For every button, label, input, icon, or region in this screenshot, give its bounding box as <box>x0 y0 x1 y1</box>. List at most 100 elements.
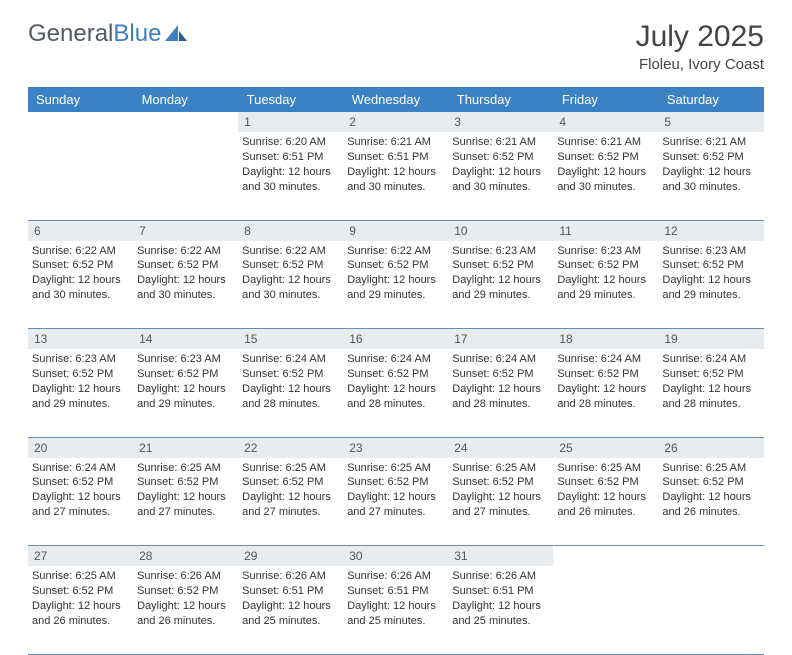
day-line: Daylight: 12 hours <box>242 382 339 397</box>
day-cell-header <box>553 546 658 567</box>
day-line: Sunrise: 6:24 AM <box>32 461 129 476</box>
day-line: Sunset: 6:51 PM <box>347 150 444 165</box>
day-line: Daylight: 12 hours <box>452 599 549 614</box>
day-line: Sunset: 6:52 PM <box>662 367 759 382</box>
day-line: Sunrise: 6:25 AM <box>137 461 234 476</box>
day-header: Sunday <box>28 87 133 112</box>
day-number: 12 <box>658 221 763 241</box>
day-number <box>553 546 658 566</box>
day-line: and 28 minutes. <box>242 397 339 412</box>
day-line: Daylight: 12 hours <box>347 490 444 505</box>
day-line: Daylight: 12 hours <box>32 273 129 288</box>
day-line: and 29 minutes. <box>662 288 759 303</box>
day-cell-header: 30 <box>343 546 448 567</box>
day-cell: Sunrise: 6:24 AMSunset: 6:52 PMDaylight:… <box>553 349 658 437</box>
day-line: Daylight: 12 hours <box>242 490 339 505</box>
day-cell: Sunrise: 6:21 AMSunset: 6:52 PMDaylight:… <box>658 132 763 220</box>
day-line: Sunset: 6:52 PM <box>452 258 549 273</box>
day-cell-header: 17 <box>448 329 553 350</box>
day-line: Daylight: 12 hours <box>662 273 759 288</box>
day-header: Monday <box>133 87 238 112</box>
day-cell: Sunrise: 6:23 AMSunset: 6:52 PMDaylight:… <box>28 349 133 437</box>
day-cell: Sunrise: 6:25 AMSunset: 6:52 PMDaylight:… <box>133 458 238 546</box>
day-cell-header: 27 <box>28 546 133 567</box>
day-line: Sunrise: 6:23 AM <box>452 244 549 259</box>
day-line: and 26 minutes. <box>662 505 759 520</box>
day-cell: Sunrise: 6:26 AMSunset: 6:51 PMDaylight:… <box>343 566 448 654</box>
day-cell: Sunrise: 6:24 AMSunset: 6:52 PMDaylight:… <box>448 349 553 437</box>
day-line: Sunset: 6:52 PM <box>137 367 234 382</box>
day-line: Daylight: 12 hours <box>452 490 549 505</box>
day-line: Daylight: 12 hours <box>662 382 759 397</box>
day-content: Sunrise: 6:21 AMSunset: 6:51 PMDaylight:… <box>343 132 448 200</box>
day-number: 29 <box>238 546 343 566</box>
day-number: 2 <box>343 112 448 132</box>
day-line: and 29 minutes. <box>452 288 549 303</box>
day-number: 28 <box>133 546 238 566</box>
day-cell-header: 8 <box>238 220 343 241</box>
day-line: Sunset: 6:52 PM <box>242 258 339 273</box>
day-line: Sunset: 6:52 PM <box>347 258 444 273</box>
day-content <box>133 132 238 141</box>
day-cell-header: 3 <box>448 112 553 132</box>
day-cell-header: 12 <box>658 220 763 241</box>
day-cell-header: 25 <box>553 437 658 458</box>
day-line: Daylight: 12 hours <box>137 490 234 505</box>
day-cell: Sunrise: 6:24 AMSunset: 6:52 PMDaylight:… <box>658 349 763 437</box>
day-number: 16 <box>343 329 448 349</box>
day-number: 9 <box>343 221 448 241</box>
day-line: and 30 minutes. <box>32 288 129 303</box>
day-cell-header: 7 <box>133 220 238 241</box>
day-line: Sunrise: 6:23 AM <box>137 352 234 367</box>
day-line: Sunset: 6:52 PM <box>242 475 339 490</box>
day-line: Sunrise: 6:26 AM <box>137 569 234 584</box>
day-line: Sunrise: 6:25 AM <box>32 569 129 584</box>
day-line: Daylight: 12 hours <box>242 599 339 614</box>
day-content: Sunrise: 6:25 AMSunset: 6:52 PMDaylight:… <box>28 566 133 634</box>
day-content: Sunrise: 6:23 AMSunset: 6:52 PMDaylight:… <box>658 241 763 309</box>
day-cell-header: 20 <box>28 437 133 458</box>
day-number: 10 <box>448 221 553 241</box>
day-content: Sunrise: 6:25 AMSunset: 6:52 PMDaylight:… <box>133 458 238 526</box>
day-cell: Sunrise: 6:21 AMSunset: 6:52 PMDaylight:… <box>448 132 553 220</box>
day-line: and 27 minutes. <box>347 505 444 520</box>
day-line: Sunrise: 6:25 AM <box>347 461 444 476</box>
day-cell-header: 11 <box>553 220 658 241</box>
day-line: Sunset: 6:52 PM <box>347 367 444 382</box>
day-line: and 25 minutes. <box>242 614 339 629</box>
day-line: and 30 minutes. <box>137 288 234 303</box>
day-number: 20 <box>28 438 133 458</box>
calendar-head: SundayMondayTuesdayWednesdayThursdayFrid… <box>28 87 764 112</box>
day-header: Thursday <box>448 87 553 112</box>
day-number: 11 <box>553 221 658 241</box>
day-line: and 28 minutes. <box>452 397 549 412</box>
day-line: Sunrise: 6:22 AM <box>137 244 234 259</box>
day-line: Sunset: 6:51 PM <box>242 150 339 165</box>
day-line: and 29 minutes. <box>347 288 444 303</box>
day-cell <box>28 132 133 220</box>
day-line: Sunrise: 6:23 AM <box>557 244 654 259</box>
day-line: Daylight: 12 hours <box>452 165 549 180</box>
day-content: Sunrise: 6:22 AMSunset: 6:52 PMDaylight:… <box>343 241 448 309</box>
day-line: Sunrise: 6:22 AM <box>242 244 339 259</box>
day-line: Sunrise: 6:25 AM <box>452 461 549 476</box>
day-cell: Sunrise: 6:25 AMSunset: 6:52 PMDaylight:… <box>448 458 553 546</box>
day-line: Sunrise: 6:21 AM <box>557 135 654 150</box>
day-line: Sunset: 6:52 PM <box>452 475 549 490</box>
day-cell: Sunrise: 6:26 AMSunset: 6:51 PMDaylight:… <box>238 566 343 654</box>
day-line: Sunrise: 6:25 AM <box>662 461 759 476</box>
day-line: Daylight: 12 hours <box>347 382 444 397</box>
day-content: Sunrise: 6:26 AMSunset: 6:51 PMDaylight:… <box>343 566 448 634</box>
day-line: Sunset: 6:52 PM <box>662 258 759 273</box>
day-line: Sunset: 6:51 PM <box>242 584 339 599</box>
day-cell-header: 31 <box>448 546 553 567</box>
day-line: Sunset: 6:52 PM <box>242 367 339 382</box>
day-content: Sunrise: 6:24 AMSunset: 6:52 PMDaylight:… <box>343 349 448 417</box>
day-cell: Sunrise: 6:23 AMSunset: 6:52 PMDaylight:… <box>658 241 763 329</box>
day-content: Sunrise: 6:21 AMSunset: 6:52 PMDaylight:… <box>553 132 658 200</box>
day-cell-header: 13 <box>28 329 133 350</box>
day-cell-header: 28 <box>133 546 238 567</box>
day-line: Sunrise: 6:21 AM <box>662 135 759 150</box>
day-content: Sunrise: 6:21 AMSunset: 6:52 PMDaylight:… <box>448 132 553 200</box>
day-line: Daylight: 12 hours <box>137 599 234 614</box>
